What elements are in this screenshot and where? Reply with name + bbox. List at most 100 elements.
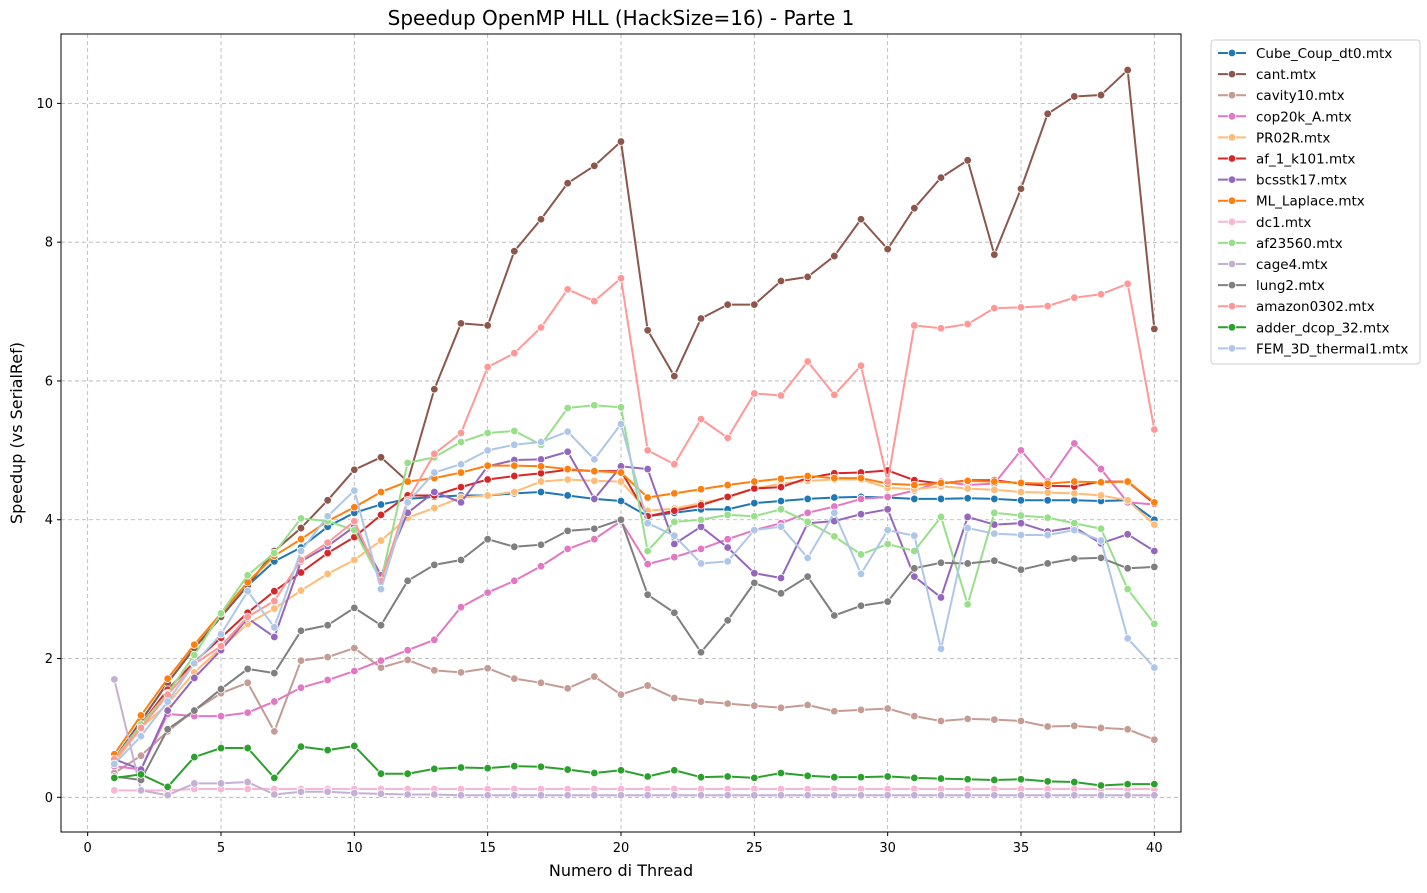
data-point: [296, 626, 306, 635]
data-point: [643, 464, 652, 474]
data-point: [936, 716, 946, 726]
data-point: [696, 791, 706, 800]
data-point: [1016, 184, 1026, 193]
data-point: [910, 531, 919, 540]
data-point: [323, 745, 332, 755]
legend-item: cant.mtx: [1218, 67, 1316, 83]
data-point: [350, 465, 359, 474]
y-tick-label: 4: [45, 513, 53, 528]
data-point: [190, 650, 199, 660]
data-point: [456, 437, 466, 447]
data-point: [723, 480, 732, 490]
data-point: [323, 496, 332, 505]
data-point: [376, 789, 386, 799]
data-point: [190, 673, 199, 683]
data-point: [803, 700, 812, 710]
data-point: [1096, 791, 1106, 800]
data-point: [750, 525, 759, 535]
data-point: [883, 539, 892, 549]
data-point: [936, 512, 946, 522]
data-point: [910, 773, 919, 783]
data-point: [190, 752, 199, 762]
data-point: [670, 517, 679, 527]
series-line: [113, 450, 1155, 771]
data-point: [110, 675, 119, 684]
data-point: [563, 464, 572, 474]
data-point: [590, 791, 599, 800]
data-point: [856, 550, 866, 559]
series-13: [110, 741, 1159, 792]
data-point: [510, 471, 519, 481]
legend-swatch-marker: [1227, 196, 1237, 205]
series-0: [110, 487, 1159, 764]
data-point: [536, 469, 546, 478]
series-line: [114, 787, 1155, 792]
data-point: [216, 684, 226, 694]
data-point: [990, 303, 999, 313]
data-point: [1096, 290, 1106, 299]
data-point: [1070, 92, 1079, 101]
data-point: [1043, 791, 1052, 800]
data-point: [1150, 779, 1159, 789]
data-point: [643, 791, 652, 800]
data-point: [510, 576, 519, 585]
y-tick-label: 6: [45, 374, 53, 389]
data-point: [376, 584, 386, 594]
data-point: [430, 449, 439, 459]
data-point: [136, 711, 146, 720]
data-point: [990, 529, 999, 538]
data-point: [616, 137, 626, 146]
data-point: [963, 319, 972, 329]
data-point: [350, 486, 359, 495]
legend-label: Cube_Coup_dt0.mtx: [1256, 46, 1392, 62]
data-point: [990, 485, 999, 495]
y-axis-label: Speedup (vs SerialRef): [7, 342, 26, 524]
data-point: [723, 616, 732, 625]
data-point: [190, 659, 199, 668]
data-point: [830, 251, 839, 261]
data-point: [830, 611, 839, 620]
data-point: [696, 544, 706, 554]
data-point: [296, 656, 306, 665]
legend-item: af23560.mtx: [1218, 236, 1343, 252]
data-point: [830, 493, 839, 502]
data-point: [1070, 721, 1079, 731]
data-point: [216, 779, 226, 788]
data-point: [376, 769, 386, 778]
data-point: [1043, 301, 1052, 311]
data-point: [590, 476, 599, 486]
data-point: [430, 790, 439, 799]
legend-swatch-marker: [1227, 323, 1237, 332]
data-point: [616, 496, 626, 506]
data-point: [1070, 777, 1079, 787]
data-point: [1043, 530, 1052, 540]
data-point: [403, 790, 412, 799]
data-point: [1016, 775, 1026, 784]
data-point: [963, 523, 972, 533]
data-point: [830, 707, 839, 716]
data-point: [1123, 564, 1132, 573]
series-lines: [110, 65, 1159, 800]
data-point: [456, 468, 466, 477]
series-14: [110, 419, 1159, 769]
data-point: [590, 296, 599, 306]
data-point: [670, 506, 679, 515]
legend-swatch-marker: [1227, 344, 1237, 353]
data-point: [1043, 109, 1052, 118]
data-point: [323, 675, 332, 685]
data-point: [750, 498, 759, 508]
data-point: [350, 603, 359, 613]
data-point: [776, 482, 786, 492]
data-point: [536, 678, 546, 688]
data-point: [803, 553, 812, 563]
data-point: [243, 664, 252, 674]
data-point: [403, 769, 412, 778]
data-point: [136, 751, 146, 760]
x-tick-label: 20: [613, 841, 630, 856]
data-point: [483, 475, 492, 484]
legend-label: dc1.mtx: [1256, 215, 1311, 231]
data-point: [990, 477, 999, 486]
data-point: [456, 319, 466, 328]
data-point: [883, 704, 892, 713]
